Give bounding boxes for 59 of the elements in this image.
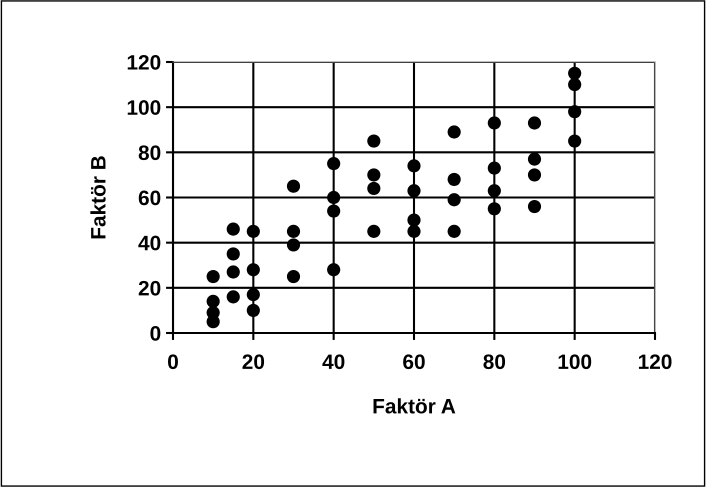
point [528, 116, 542, 130]
point [286, 238, 300, 252]
point [407, 159, 421, 172]
point [286, 224, 300, 238]
point [286, 270, 300, 284]
y-tick-label: 60 [138, 190, 160, 206]
point [327, 263, 340, 276]
y-tick-label: 40 [138, 236, 160, 250]
x-tick-label: 20 [242, 354, 264, 370]
y-tick-label: 120 [128, 55, 160, 70]
point [246, 304, 260, 318]
y-tick-label: 0 [150, 326, 160, 341]
point [448, 125, 461, 139]
point [246, 224, 260, 238]
point [528, 168, 542, 182]
point [488, 184, 501, 198]
y-tick-label: 20 [138, 280, 160, 296]
point [568, 78, 582, 92]
x-axis-title: Faktör A [374, 398, 456, 414]
x-tick-label: 0 [168, 354, 178, 370]
point [226, 290, 240, 304]
point [488, 162, 501, 175]
point [407, 213, 421, 227]
point [286, 180, 300, 193]
x-tick-label: 40 [322, 354, 344, 370]
point [407, 184, 421, 198]
point [528, 152, 542, 166]
point [246, 288, 260, 302]
y-axis-title: Faktör B [90, 156, 106, 238]
point [367, 182, 380, 196]
point [407, 224, 421, 238]
x-tick-label: 60 [403, 354, 425, 370]
point [226, 247, 240, 261]
point [327, 204, 340, 218]
point [226, 265, 240, 279]
point [448, 172, 461, 186]
point [488, 202, 501, 216]
y-tick-label: 100 [128, 100, 160, 115]
point [448, 193, 461, 206]
point [367, 134, 380, 148]
point [367, 224, 380, 238]
point [327, 190, 340, 204]
point [327, 157, 340, 170]
point [206, 294, 220, 308]
point [488, 116, 501, 130]
point [568, 134, 582, 148]
y-tick-label: 80 [138, 145, 160, 160]
point [568, 66, 582, 80]
point [206, 270, 220, 284]
point [568, 105, 582, 118]
x-tick-label: 80 [483, 354, 506, 370]
point [448, 224, 461, 238]
point [367, 168, 380, 182]
point [206, 315, 220, 328]
point [246, 263, 260, 276]
x-tick-label: 100 [558, 354, 592, 370]
point [226, 222, 240, 236]
x-tick-label: 120 [638, 354, 672, 370]
point [528, 200, 542, 214]
